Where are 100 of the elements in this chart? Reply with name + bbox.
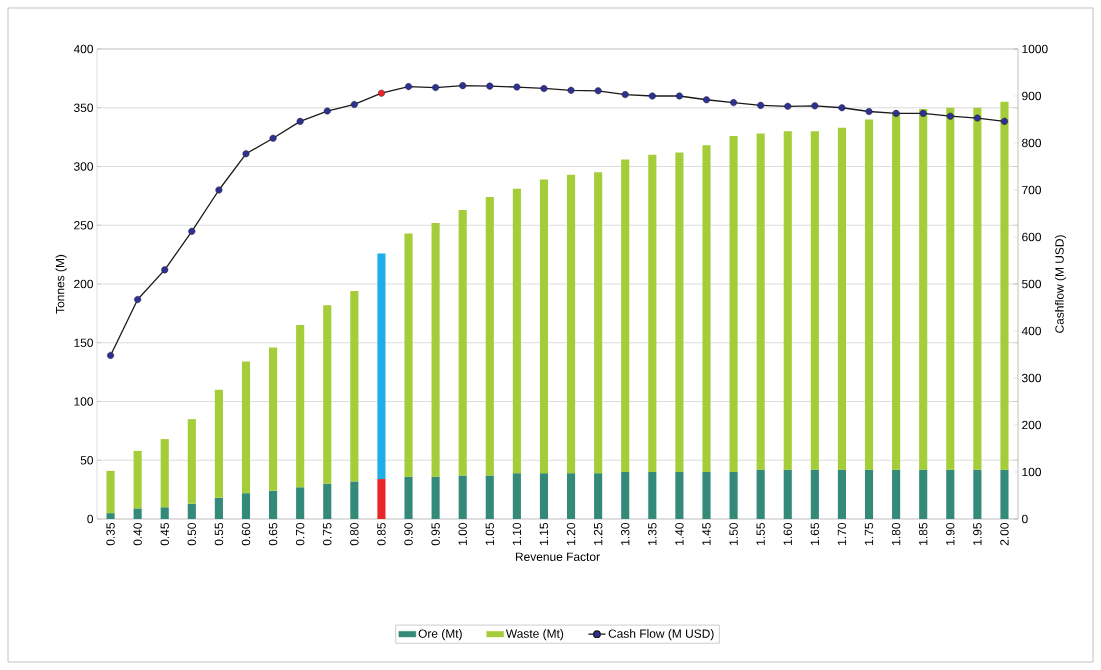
bar bbox=[187, 419, 196, 504]
bar bbox=[729, 472, 738, 519]
y2-tick-label: 200 bbox=[1022, 420, 1042, 430]
bar bbox=[323, 305, 332, 484]
x-tick-label: 0.95 bbox=[431, 523, 440, 546]
y2-tick-label: 400 bbox=[1021, 326, 1042, 336]
point bbox=[973, 114, 981, 122]
bar bbox=[756, 133, 765, 470]
point bbox=[621, 91, 629, 99]
point bbox=[757, 101, 765, 109]
x-tick-label: 0.60 bbox=[241, 522, 251, 546]
y2-tick-label: 500 bbox=[1022, 279, 1042, 289]
y-tick-label: 0 bbox=[87, 514, 94, 524]
x-tick-label: 1.15 bbox=[539, 523, 549, 545]
x-tick-label: 0.50 bbox=[187, 522, 197, 546]
bar bbox=[810, 131, 819, 470]
x-tick-label: 1.10 bbox=[512, 522, 522, 545]
y2-tick-label: 600 bbox=[1022, 232, 1042, 242]
bar bbox=[350, 481, 359, 519]
x-tick-label: 0.85 bbox=[377, 523, 386, 546]
point bbox=[675, 92, 683, 100]
bar bbox=[675, 152, 684, 472]
bar bbox=[1000, 101, 1009, 470]
bar bbox=[539, 473, 549, 519]
x-tick-label: 1.60 bbox=[783, 522, 792, 545]
bar bbox=[458, 209, 467, 476]
point bbox=[540, 84, 548, 92]
y2-axis-title: Cashflow (M USD) bbox=[1054, 235, 1067, 333]
bar bbox=[729, 135, 738, 472]
y2-tick-label: 100 bbox=[1022, 467, 1042, 477]
y-tick-label: 100 bbox=[74, 397, 94, 406]
point bbox=[323, 107, 331, 115]
point bbox=[215, 186, 223, 194]
bar bbox=[837, 127, 846, 470]
bar bbox=[160, 507, 169, 519]
bar bbox=[946, 469, 955, 519]
x-tick-label: 0.45 bbox=[160, 523, 169, 546]
point bbox=[161, 266, 169, 274]
point bbox=[919, 109, 927, 117]
point bbox=[350, 100, 358, 108]
bar bbox=[377, 479, 386, 519]
legend-label: Cash Flow (M USD) bbox=[608, 629, 714, 641]
legend-label: Ore (Mt) bbox=[418, 629, 462, 641]
point bbox=[1000, 117, 1008, 125]
point bbox=[188, 227, 196, 235]
x-tick-label: 1.70 bbox=[837, 522, 847, 545]
y-axis-title: Tonnes (M) bbox=[55, 254, 67, 314]
bar bbox=[892, 469, 901, 519]
y2-tick-label: 800 bbox=[1022, 138, 1042, 148]
bar bbox=[1000, 469, 1009, 519]
bar bbox=[892, 112, 901, 470]
point bbox=[405, 83, 413, 91]
point bbox=[107, 351, 115, 359]
point bbox=[946, 112, 954, 120]
bar bbox=[946, 107, 955, 470]
y-tick-label: 200 bbox=[74, 279, 94, 289]
bar bbox=[296, 487, 305, 519]
point bbox=[296, 117, 304, 125]
x-tick-label: 1.55 bbox=[756, 523, 765, 545]
bar bbox=[377, 253, 386, 480]
bar bbox=[404, 476, 413, 519]
bar bbox=[702, 145, 711, 472]
bar bbox=[133, 450, 142, 509]
point bbox=[513, 83, 521, 91]
bar bbox=[269, 347, 278, 491]
point bbox=[269, 134, 277, 142]
bar bbox=[404, 233, 413, 477]
y2-tick-label: 900 bbox=[1022, 91, 1042, 101]
bar bbox=[973, 107, 982, 470]
point bbox=[377, 89, 385, 97]
y-tick-label: 400 bbox=[73, 44, 94, 54]
bar bbox=[512, 473, 521, 519]
y2-tick-label: 0 bbox=[1022, 514, 1028, 524]
x-tick-label: 1.30 bbox=[621, 522, 630, 545]
x-tick-label: 0.35 bbox=[106, 523, 115, 546]
bar bbox=[810, 469, 819, 519]
bar bbox=[187, 503, 196, 519]
x-tick-label: 1.80 bbox=[891, 522, 901, 545]
bar bbox=[837, 469, 846, 519]
point bbox=[486, 82, 494, 90]
y-tick-label: 350 bbox=[73, 103, 94, 112]
bar bbox=[350, 291, 359, 482]
bar bbox=[539, 179, 549, 474]
x-tick-label: 0.90 bbox=[404, 522, 413, 546]
point bbox=[594, 87, 602, 95]
bar bbox=[241, 361, 251, 494]
point bbox=[703, 96, 710, 104]
x-tick-label: 1.20 bbox=[566, 522, 576, 545]
x-tick-label: 0.65 bbox=[268, 523, 278, 546]
point bbox=[242, 150, 250, 158]
bar bbox=[485, 197, 494, 476]
bar bbox=[323, 483, 332, 519]
x-tick-label: 2.00 bbox=[1000, 522, 1009, 546]
bar bbox=[269, 490, 278, 519]
x-tick-label: 1.90 bbox=[946, 522, 955, 545]
bar bbox=[783, 469, 792, 519]
bar bbox=[621, 472, 630, 519]
x-tick-label: 0.70 bbox=[295, 522, 305, 546]
bar bbox=[621, 159, 630, 472]
x-tick-label: 1.65 bbox=[810, 523, 820, 545]
